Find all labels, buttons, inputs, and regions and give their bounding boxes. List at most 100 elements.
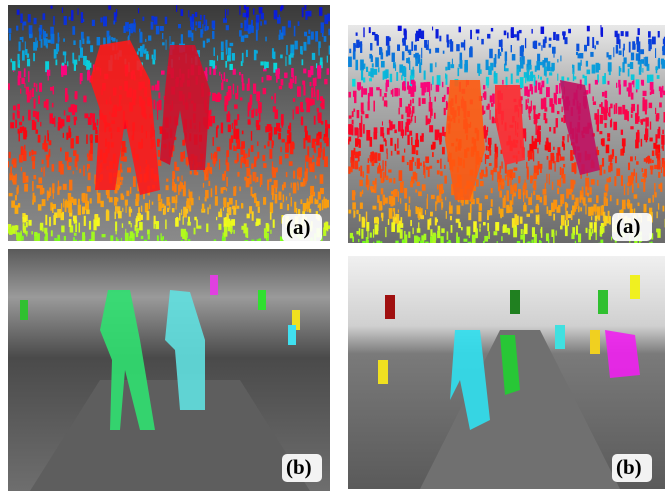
flow-speck [355,60,358,70]
flow-speck [528,106,531,113]
flow-speck [165,240,167,249]
flow-speck [286,45,288,55]
flow-speck [604,192,608,196]
flow-speck [533,151,534,162]
flow-speck [129,29,130,37]
flow-speck [275,107,276,118]
flow-speck [324,15,328,24]
flow-speck [357,111,358,117]
flow-speck [312,162,314,172]
flow-speck [648,43,650,51]
flow-speck [622,200,626,210]
flow-speck [353,211,355,218]
flow-speck [576,44,579,52]
flow-speck [483,111,485,114]
flow-speck [184,151,185,159]
flow-speck [12,160,15,164]
flow-speck [546,138,548,147]
flow-speck [561,215,565,225]
flow-speck [636,53,639,60]
flow-speck [561,157,565,161]
flow-speck [208,181,210,186]
flow-speck [36,185,40,188]
flow-speck [528,197,532,205]
flow-speck [650,91,652,95]
flow-speck [386,176,389,180]
flow-speck [535,81,537,85]
flow-speck [575,241,576,247]
flow-speck [606,145,610,154]
flow-speck [437,231,440,238]
flow-speck [653,143,656,149]
flow-speck [594,243,597,249]
flow-speck [348,57,352,67]
flow-speck [300,199,302,204]
flow-speck [599,165,602,176]
flow-speck [544,107,547,111]
flow-speck [359,129,362,137]
flow-speck [650,75,654,82]
flow-speck [362,190,363,194]
flow-speck [38,204,42,210]
flow-speck [324,79,327,84]
flow-speck [314,85,316,94]
flow-speck [28,14,31,22]
flow-speck [439,142,441,145]
flow-speck [587,70,591,75]
flow-speck [265,126,267,132]
flow-speck [369,54,372,59]
flow-speck [267,124,270,132]
flow-speck [231,228,232,234]
flow-speck [172,178,174,186]
flow-speck [377,195,380,199]
flow-speck [237,139,241,149]
flow-speck [468,213,471,220]
flow-speck [189,205,191,211]
flow-speck [634,194,638,198]
flow-speck [18,129,20,134]
flow-speck [527,99,528,104]
flow-speck [612,155,614,159]
flow-speck [182,140,185,146]
flow-speck [412,157,413,160]
flow-speck [180,152,183,162]
segment [510,290,520,314]
flow-speck [649,103,652,108]
flow-speck [328,29,331,36]
flow-speck [293,98,295,102]
flow-speck [487,34,490,39]
flow-speck [223,198,226,205]
flow-speck [412,98,414,103]
flow-speck [546,174,547,183]
flow-speck [259,7,263,13]
flow-speck [117,185,120,189]
flow-speck [176,5,177,12]
flow-speck [650,122,651,130]
flow-speck [62,63,65,66]
flow-speck [623,143,625,153]
flow-speck [225,61,227,68]
flow-speck [260,174,262,185]
flow-speck [63,38,65,41]
flow-speck [440,159,441,169]
flow-speck [587,37,589,46]
flow-speck [172,196,176,203]
flow-speck [610,120,612,127]
flow-speck [226,162,229,171]
flow-speck [631,74,635,79]
flow-speck [657,229,660,238]
flow-speck [544,67,547,76]
flow-speck [319,7,322,16]
flow-speck [48,192,50,198]
flow-speck [645,109,647,114]
flow-speck [526,190,528,198]
flow-speck [106,209,108,220]
flow-speck [251,110,254,118]
flow-speck [536,217,539,222]
flow-speck [116,9,117,17]
flow-speck [420,82,423,87]
flow-speck [34,83,36,87]
flow-speck [118,211,122,218]
flow-speck [256,15,260,23]
flow-speck [457,68,459,76]
